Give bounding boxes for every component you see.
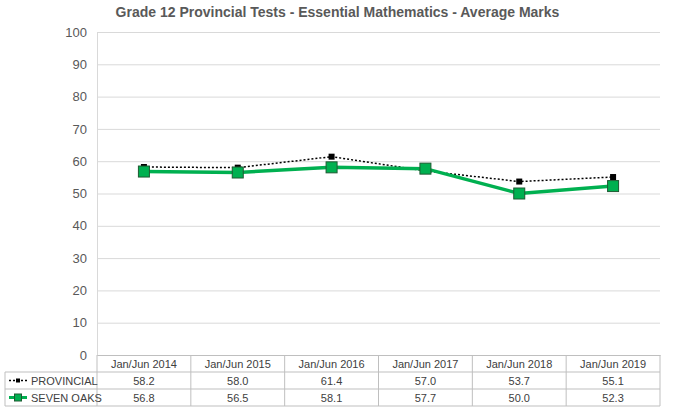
x-tick-label: Jan/Jun 2017 [392,358,458,370]
table-value: 53.7 [509,375,530,387]
marker [420,163,431,174]
table-border [5,406,660,407]
legend-marker [15,394,22,401]
table-value: 57.7 [415,392,436,404]
y-tick-label: 10 [73,315,87,330]
x-tick: Jan/Jun 2014 [111,355,177,370]
y-tick: 10 [73,315,660,330]
marker [329,154,335,160]
x-tick: Jan/Jun 2015 [205,355,271,370]
table-border [5,389,660,390]
table-value: 58.1 [321,392,342,404]
series [138,162,618,199]
x-tick: Jan/Jun 2019 [580,355,646,370]
x-tick-label: Jan/Jun 2015 [205,358,271,370]
marker [516,179,522,185]
table-value: 58.2 [133,375,154,387]
marker [514,188,525,199]
table-value: 58.0 [227,375,248,387]
grid-line [97,323,660,324]
y-tick: 80 [73,89,660,104]
y-tick-label: 70 [73,122,87,137]
y-tick: 20 [73,283,660,298]
legend-label: PROVINCIAL [31,375,98,387]
grid-line [97,226,660,227]
grid-line [97,290,660,291]
marker [232,167,243,178]
chart: Grade 12 Provincial Tests - Essential Ma… [0,0,675,408]
grid-line [97,97,660,98]
y-axis: 0 10 20 30 40 50 60 70 80 90 100 [65,25,660,363]
table-value: 56.8 [133,392,154,404]
y-tick-label: 90 [73,57,87,72]
grid-line [97,258,660,259]
series-line [144,167,613,193]
table-value: 61.4 [321,375,342,387]
table-value: 52.3 [602,392,623,404]
y-tick-label: 50 [73,186,87,201]
table-border [5,372,6,406]
table-border [566,355,567,406]
legend-label: SEVEN OAKS [31,392,102,404]
x-tick: Jan/Jun 2016 [299,355,365,370]
x-tick-label: Jan/Jun 2014 [111,358,177,370]
y-tick-label: 100 [65,25,87,40]
table-value: 56.5 [227,392,248,404]
y-tick: 100 [65,25,660,40]
y-tick-label: 0 [80,348,87,363]
y-tick: 40 [73,218,660,233]
table-value: 57.0 [415,375,436,387]
y-tick-label: 60 [73,154,87,169]
marker [610,174,616,180]
y-tick-label: 40 [73,218,87,233]
legend-entry: PROVINCIAL [9,375,98,387]
y-tick: 90 [73,57,660,72]
grid-line [97,129,660,130]
grid-line [97,64,660,65]
table-value: 55.1 [602,375,623,387]
legend-entry: SEVEN OAKS [9,392,102,404]
table-border [660,355,661,406]
marker [326,162,337,173]
data-table: PROVINCIAL 58.2 58.0 61.4 57.0 53.7 55.1 SEVEN … [5,355,660,406]
grid-line [97,194,660,195]
x-tick: Jan/Jun 2017 [392,355,458,370]
grid-line [97,161,660,162]
plot-area [138,154,618,199]
table-value: 50.0 [509,392,530,404]
x-tick-label: Jan/Jun 2019 [580,358,646,370]
x-tick-label: Jan/Jun 2018 [486,358,552,370]
y-tick-label: 30 [73,251,87,266]
table-border [472,355,473,406]
y-tick-label: 20 [73,283,87,298]
legend-marker [16,379,20,383]
x-tick-label: Jan/Jun 2016 [299,358,365,370]
y-tick: 70 [73,122,660,137]
y-tick-label: 80 [73,89,87,104]
title: Grade 12 Provincial Tests - Essential Ma… [116,4,560,20]
y-tick: 30 [73,251,660,266]
grid-line [97,32,660,33]
table-border [284,355,285,406]
marker [608,181,619,192]
table-border [190,355,191,406]
marker [138,166,149,177]
y-axis-line [98,33,661,356]
table-border [5,372,660,373]
table-border [378,355,379,406]
x-tick: Jan/Jun 2018 [486,355,552,370]
